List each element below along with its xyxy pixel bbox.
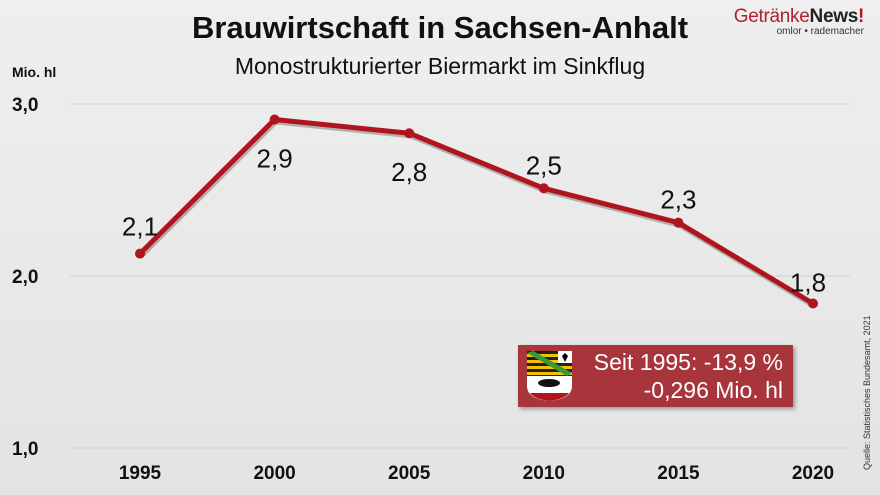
y-tick-label: 1,0 <box>12 439 38 460</box>
getraenkenews-logo: GetränkeNews! omlor • rademacher <box>733 6 865 37</box>
logo-brand-a: Getränke <box>733 6 810 27</box>
data-point <box>673 217 684 228</box>
logo-brand-b: News <box>809 6 859 27</box>
y-tick-label: 3,0 <box>12 95 38 116</box>
logo-tagline: omlor • rademacher <box>776 26 864 37</box>
data-point <box>269 114 280 125</box>
annotation-percent: Seit 1995: -13,9 % <box>593 349 783 375</box>
chart-subtitle: Monostrukturierter Biermarkt im Sinkflug <box>234 53 646 79</box>
chart-title: Brauwirtschaft in Sachsen-Anhalt <box>191 10 689 45</box>
data-point <box>538 183 549 194</box>
data-point <box>404 128 415 139</box>
y-axis-label: Mio. hl <box>12 64 56 80</box>
series-line <box>138 116 815 306</box>
x-tick-label: 2000 <box>253 463 295 484</box>
x-tick-label: 2020 <box>792 463 834 484</box>
coat-of-arms-icon <box>527 351 572 401</box>
data-point <box>808 298 818 309</box>
data-label: 2,8 <box>391 157 427 187</box>
source-note: Quelle: Statistisches Bundesamt, 2021 <box>862 315 872 470</box>
data-label: 1,8 <box>790 268 826 298</box>
data-label: 2,9 <box>257 143 293 173</box>
x-tick-label: 2015 <box>657 463 700 484</box>
data-point <box>135 248 145 259</box>
data-label: 2,1 <box>122 212 158 242</box>
data-label: 2,5 <box>526 150 562 180</box>
annotation-volume: -0,296 Mio. hl <box>643 377 783 403</box>
logo-brand-c: ! <box>857 6 864 27</box>
y-tick-label: 2,0 <box>12 267 38 288</box>
annotation-box: Seit 1995: -13,9 % -0,296 Mio. hl <box>518 345 793 407</box>
x-tick-label: 1995 <box>119 463 162 484</box>
x-tick-label: 2010 <box>523 463 565 484</box>
data-label: 2,3 <box>660 185 696 215</box>
x-tick-label: 2005 <box>388 463 431 484</box>
